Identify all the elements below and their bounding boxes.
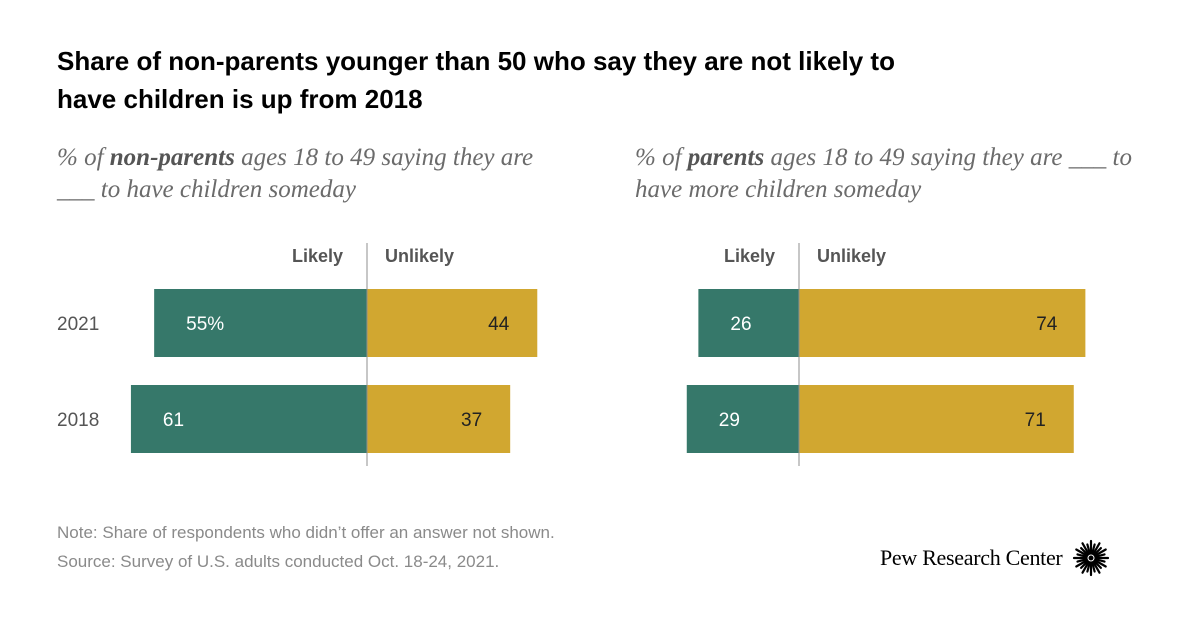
chart-title: Share of non-parents younger than 50 who… — [57, 46, 895, 114]
likely-bar — [130, 385, 367, 453]
likely-bar — [698, 289, 799, 357]
pew-sunburst-icon — [1073, 539, 1110, 577]
likely-bar — [686, 385, 799, 453]
subtitle-text: ages 18 to 49 saying they are ___ to hav… — [635, 144, 1132, 203]
left-panel-subtitle: % of non-parents ages 18 to 49 saying th… — [57, 142, 557, 206]
likely-data-label: 26 — [730, 314, 751, 335]
likely-header: Likely — [292, 246, 343, 266]
unlikely-data-label: 37 — [461, 410, 482, 431]
unlikely-bar — [367, 385, 511, 453]
unlikely-data-label: 74 — [1036, 314, 1058, 335]
category-label: 2018 — [57, 410, 99, 431]
subtitle-emphasis: non-parents — [109, 144, 235, 171]
subtitle-emphasis: parents — [687, 144, 765, 171]
note-text: Note: Share of respondents who didn’t of… — [57, 523, 555, 542]
right-panel-subtitle: % of parents ages 18 to 49 saying they a… — [635, 142, 1175, 206]
subtitle-text: % of — [57, 144, 110, 171]
unlikely-header: Unlikely — [817, 246, 886, 266]
subtitle-text: % of — [635, 144, 688, 171]
likely-data-label: 29 — [719, 410, 740, 431]
subtitle-text: ages 18 to 49 saying they are ___ to hav… — [57, 144, 534, 203]
unlikely-bar — [367, 289, 538, 357]
likely-data-label: 61 — [163, 410, 184, 431]
pew-logo: Pew Research Center — [880, 538, 1110, 578]
likely-bar — [154, 289, 367, 357]
unlikely-bar — [799, 289, 1086, 357]
likely-data-label: 55% — [186, 314, 224, 335]
unlikely-bar — [799, 385, 1074, 453]
footnote: Note: Share of respondents who didn’t of… — [57, 518, 555, 576]
unlikely-data-label: 71 — [1025, 410, 1046, 431]
brand-name: Pew Research Center — [880, 545, 1063, 570]
unlikely-data-label: 44 — [488, 314, 510, 335]
unlikely-header: Unlikely — [385, 246, 454, 266]
category-label: 2021 — [57, 314, 99, 335]
source-text: Source: Survey of U.S. adults conducted … — [57, 552, 500, 571]
likely-header: Likely — [724, 246, 775, 266]
